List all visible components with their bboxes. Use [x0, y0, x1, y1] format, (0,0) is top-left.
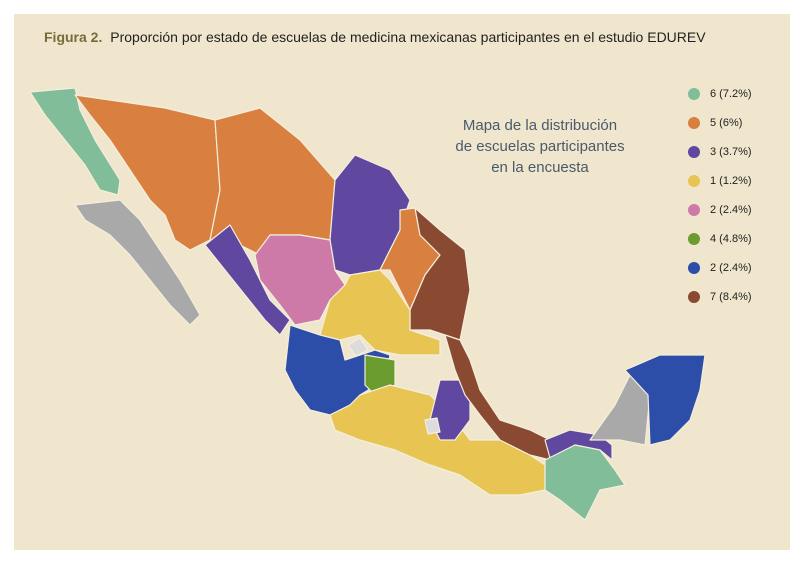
- legend-swatch: [688, 262, 700, 274]
- legend-label: 3 (3.7%): [710, 146, 752, 158]
- figure-caption: Figura 2. Proporción por estado de escue…: [44, 29, 706, 45]
- annotation-line: de escuelas participantes: [455, 138, 624, 155]
- sinaloa: [204, 224, 291, 336]
- annotation-line: en la encuesta: [491, 159, 589, 176]
- legend-label: 1 (1.2%): [710, 175, 752, 187]
- baja-california: [29, 87, 121, 196]
- legend-swatch: [688, 175, 700, 187]
- legend-label: 4 (4.8%): [710, 233, 752, 245]
- yucatan-quintana-roo: [624, 354, 706, 446]
- annotation-line: Mapa de la distribución: [463, 117, 617, 134]
- southern-states: [329, 384, 546, 496]
- legend-swatch: [688, 291, 700, 303]
- map-annotation: Mapa de la distribución de escuelas part…: [455, 117, 624, 176]
- legend: 6 (7.2%) 5 (6%) 3 (3.7%) 1 (1.2%) 2 (2.4%) 4 …: [688, 88, 752, 303]
- baja-california-sur: [74, 199, 201, 326]
- morelos: [424, 417, 441, 435]
- legend-label: 5 (6%): [710, 117, 742, 129]
- legend-swatch: [688, 146, 700, 158]
- map: [29, 87, 706, 521]
- legend-swatch: [688, 204, 700, 216]
- chiapas: [544, 444, 626, 521]
- tamaulipas: [409, 207, 471, 341]
- legend-label: 2 (2.4%): [710, 262, 752, 274]
- legend-swatch: [688, 88, 700, 100]
- legend-label: 2 (2.4%): [710, 204, 752, 216]
- zacatecas-slp: [319, 269, 441, 356]
- figure-title: Proporción por estado de escuelas de med…: [110, 29, 706, 45]
- legend-swatch: [688, 233, 700, 245]
- legend-label: 7 (8.4%): [710, 291, 752, 303]
- legend-label: 6 (7.2%): [710, 88, 752, 100]
- figure-label: Figura 2.: [44, 29, 102, 45]
- legend-swatch: [688, 117, 700, 129]
- aguascalientes: [347, 337, 369, 357]
